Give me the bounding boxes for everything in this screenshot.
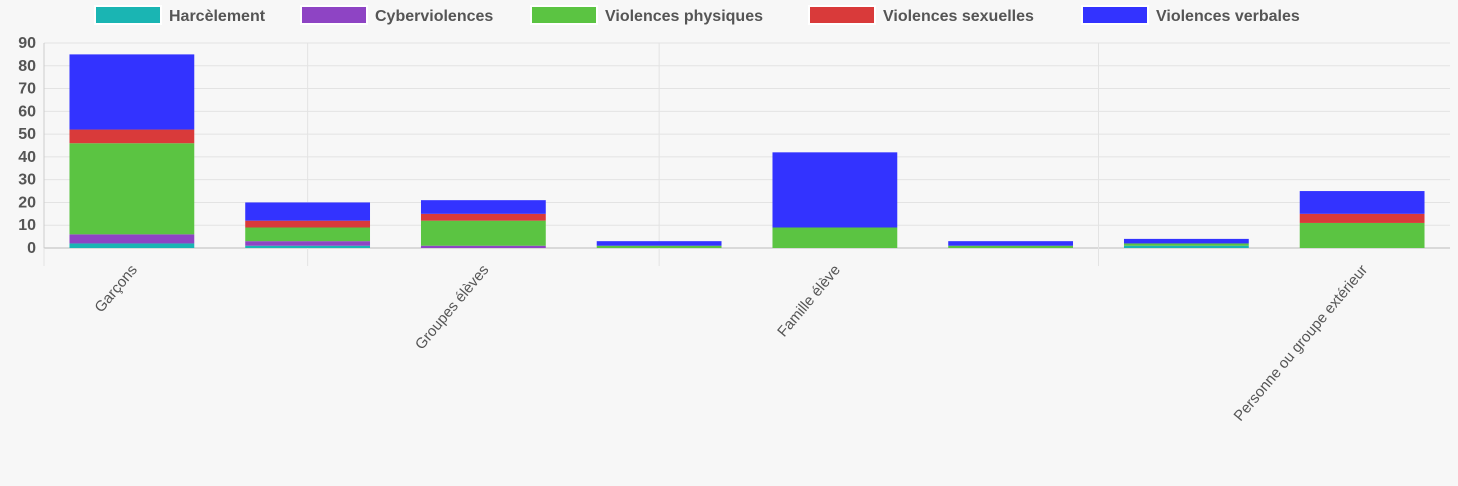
bar-violences-physiques (420, 220, 546, 246)
bars (69, 54, 1425, 248)
legend-item-violences-verbales: Violences verbales (1081, 5, 1300, 25)
legend-item-violences-sexuelles: Violences sexuelles (808, 5, 1034, 25)
bar-violences-verbales (420, 200, 546, 214)
bar-violences-physiques (1299, 222, 1425, 248)
bar-violences-verbales (69, 54, 195, 130)
bar-harcelement (1123, 245, 1249, 248)
bar-harcelement (69, 243, 195, 248)
legend-label: Cyberviolences (375, 8, 493, 25)
y-tick-label: 50 (18, 126, 36, 143)
bar-harcelement (245, 245, 371, 248)
axes: 0 10 20 30 40 50 60 70 80 90 Garçons Groupes élèves… (18, 35, 1371, 425)
y-tick-label: 10 (18, 217, 36, 234)
bar-violences-sexuelles (69, 129, 195, 144)
legend-item-cyberviolences: Cyberviolences (300, 5, 493, 25)
x-tick-label: Garçons (91, 262, 140, 316)
y-tick-label: 80 (18, 58, 36, 75)
bar-violences-physiques (69, 143, 195, 235)
legend-item-violences-physiques: Violences physiques (530, 5, 763, 25)
bar-violences-physiques (948, 245, 1074, 248)
bar-violences-verbales (948, 241, 1074, 246)
legend-label: Violences verbales (1156, 8, 1300, 25)
y-tick-label: 90 (18, 35, 36, 52)
y-tick-label: 30 (18, 172, 36, 189)
x-tick-label: Groupes élèves (412, 262, 493, 353)
y-tick-label: 40 (18, 149, 36, 166)
bar-violences-physiques (245, 227, 371, 242)
bar-violences-sexuelles (245, 220, 371, 228)
x-tick-label: Famille élève (774, 262, 844, 341)
legend-swatch (300, 5, 368, 25)
legend-swatch (1081, 5, 1149, 25)
bar-cyberviolences (420, 245, 546, 248)
bar-violences-physiques (1123, 243, 1249, 246)
bar-violences-verbales (1299, 191, 1425, 214)
legend-item-harcelement: Harcèlement (94, 5, 266, 25)
bar-violences-verbales (772, 152, 898, 228)
bar-cyberviolences (245, 241, 371, 246)
bar-violences-verbales (1123, 238, 1249, 244)
legend-label: Violences sexuelles (883, 8, 1034, 25)
x-tick-label: Personne ou groupe extérieur (1231, 262, 1372, 425)
legend-swatch (808, 5, 876, 25)
legend-label: Harcèlement (169, 8, 266, 25)
y-tick-label: 0 (27, 240, 36, 257)
legend: Harcèlement Cyberviolences Violences physi… (94, 5, 1300, 25)
bar-violences-physiques (596, 245, 722, 248)
bar-violences-verbales (596, 241, 722, 246)
bar-violences-physiques (772, 227, 898, 248)
bar-cyberviolences (69, 234, 195, 244)
legend-swatch (530, 5, 598, 25)
legend-swatch (94, 5, 162, 25)
y-tick-label: 20 (18, 194, 36, 211)
y-tick-label: 60 (18, 103, 36, 120)
bar-violences-sexuelles (1299, 213, 1425, 223)
y-tick-label: 70 (18, 81, 36, 98)
bar-violences-verbales (245, 202, 371, 221)
bar-violences-sexuelles (420, 213, 546, 221)
legend-label: Violences physiques (605, 8, 763, 25)
